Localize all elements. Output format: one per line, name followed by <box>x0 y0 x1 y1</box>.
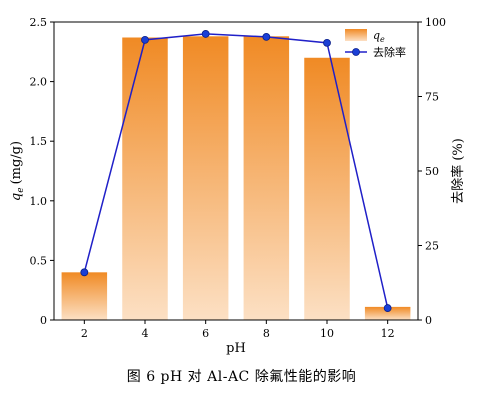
y-axis-right-title: 去除率 (%) <box>450 138 466 204</box>
y-left-tick-label: 0.5 <box>30 254 48 267</box>
legend-bar-swatch <box>345 29 367 41</box>
legend-bar-label-sub: e <box>380 35 385 44</box>
bar-pH-12 <box>364 306 411 320</box>
y-left-tick-label: 0 <box>40 314 47 327</box>
y-right-tick-label: 25 <box>425 240 439 253</box>
legend-bar-label-main: q <box>373 29 380 42</box>
plot-frame <box>53 21 419 321</box>
legend: qe 去除率 <box>345 29 406 59</box>
x-tick-label: 4 <box>142 327 149 340</box>
figure-caption: 图 6 pH 对 Al-AC 除氟性能的影响 <box>126 369 357 385</box>
legend-bar-label: qe <box>373 29 385 44</box>
y-left-tick-label: 1.5 <box>30 135 48 148</box>
removal-rate-point-pH-10 <box>323 38 331 47</box>
legend-line-marker <box>352 48 360 56</box>
removal-rate-point-pH-2 <box>80 268 89 277</box>
y-axis-right: 0 25 50 75 100 <box>418 16 446 327</box>
x-tick-label: 10 <box>320 327 334 340</box>
x-axis-title: pH <box>226 341 246 356</box>
x-tick-label: 12 <box>381 327 395 340</box>
y-axis-left-title-sub: e <box>16 187 26 192</box>
x-tick-label: 2 <box>81 327 88 340</box>
y-axis-left: 0 0.5 1.0 1.5 2.0 2.5 <box>30 16 54 327</box>
removal-rate-point-pH-6 <box>201 30 210 38</box>
y-right-tick-label: 75 <box>425 91 439 104</box>
y-right-tick-label: 100 <box>425 16 446 29</box>
legend-line-label: 去除率 <box>373 45 406 59</box>
y-axis-left-title-main: q <box>9 193 24 201</box>
removal-rate-point-pH-8 <box>262 33 271 41</box>
x-tick-label: 8 <box>263 327 270 340</box>
y-left-tick-label: 2.0 <box>30 76 48 89</box>
bar-pH-6 <box>182 36 229 320</box>
y-axis-left-title: qe (mg/g) <box>9 141 26 201</box>
y-axis-left-title-unit: (mg/g) <box>9 141 24 185</box>
x-tick-label: 6 <box>202 327 209 340</box>
bar-pH-10 <box>304 57 350 320</box>
removal-rate-line <box>83 33 389 309</box>
y-right-tick-label: 50 <box>425 165 439 178</box>
bar-pH-2 <box>61 272 108 320</box>
y-left-tick-label: 1.0 <box>30 195 48 208</box>
bar-series <box>61 36 411 320</box>
y-right-tick-label: 0 <box>425 314 432 327</box>
bar-pH-8 <box>243 36 290 320</box>
x-axis: 2 4 6 8 10 12 <box>81 320 395 340</box>
line-series <box>80 30 392 312</box>
y-left-tick-label: 2.5 <box>30 16 48 29</box>
removal-rate-point-pH-4 <box>141 35 149 44</box>
removal-rate-point-pH-12 <box>383 304 392 312</box>
bar-pH-4 <box>122 37 168 320</box>
